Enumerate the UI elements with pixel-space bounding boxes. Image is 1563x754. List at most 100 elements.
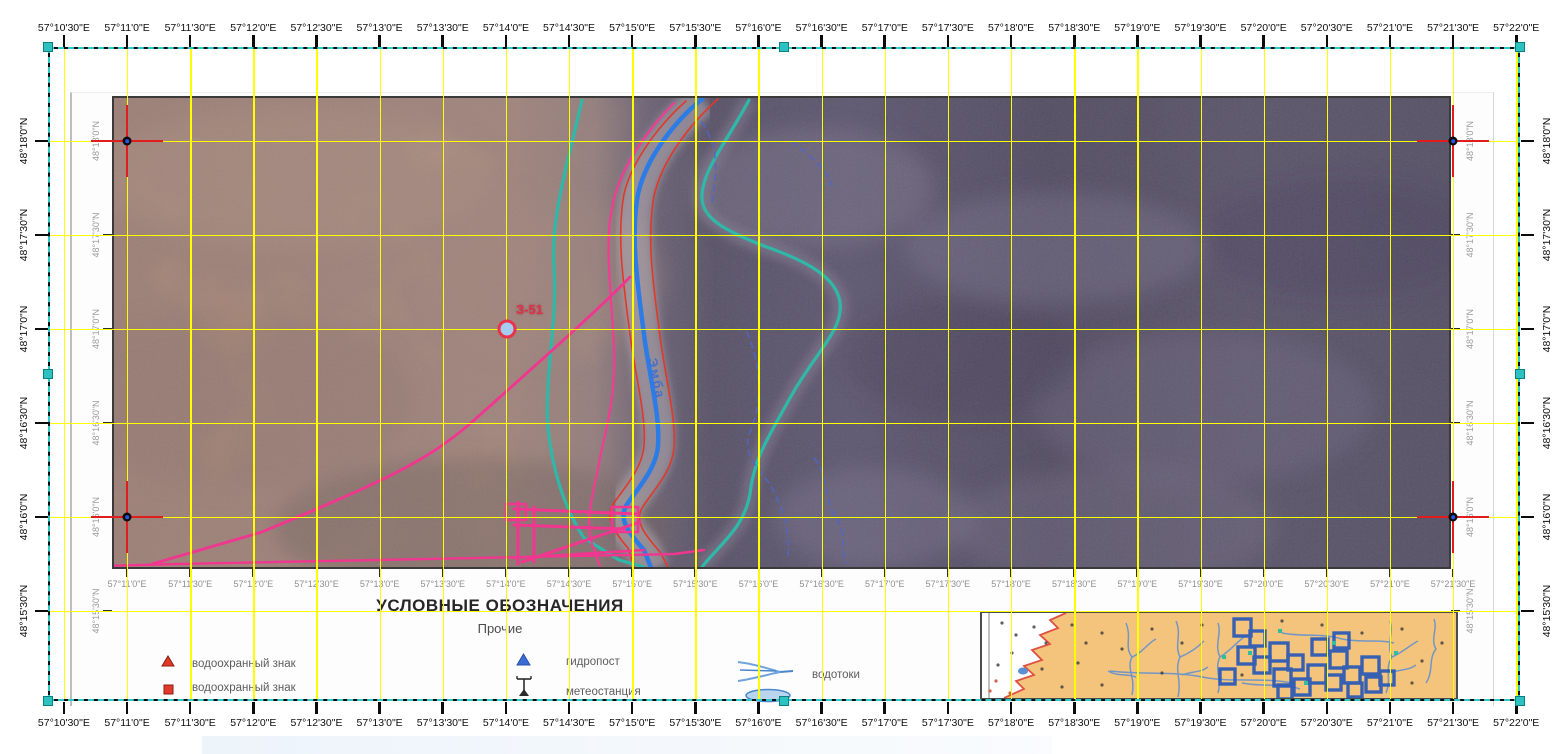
graticule-line-vertical [1137,47,1139,701]
top-longitude-label: 57°12'0"E [230,22,277,34]
bottom-longitude-label: 57°15'30"E [669,717,722,729]
bottom-tick [820,702,823,714]
left-tick [35,233,48,237]
top-tick [1514,35,1518,47]
top-longitude-label: 57°10'30"E [37,22,90,34]
legend-item-label: водотоки [812,669,860,681]
scan-left-tick [103,234,112,236]
right-latitude-label: 48°17'0"N [1541,305,1553,353]
left-tick [35,609,48,613]
bottom-longitude-label: 57°13'0"E [356,717,403,729]
left-latitude-label: 48°17'30"N [18,208,30,262]
right-tick [1521,421,1534,425]
bottom-longitude-label: 57°12'0"E [230,717,277,729]
bottom-longitude-label: 57°16'30"E [795,717,848,729]
crosshair-core-icon [1451,515,1455,519]
scan-bottom-tick [505,569,507,577]
scan-bottom-tick [252,569,255,577]
bottom-longitude-label: 57°17'30"E [921,717,974,729]
scan-tint [202,736,1052,754]
selection-handle[interactable] [1515,696,1525,706]
scan-bottom-tick [1325,569,1328,577]
graticule-line-horizontal [48,517,1520,519]
top-longitude-label: 57°13'0"E [356,22,403,34]
left-latitude-label: 48°16'0"N [18,493,30,541]
bottom-tick [125,702,129,714]
bottom-tick [1009,702,1013,714]
bottom-tick [1136,702,1139,714]
top-longitude-label: 57°15'0"E [609,22,656,34]
graticule-line-vertical [63,47,66,701]
graticule-line-vertical [127,47,129,701]
bottom-longitude-label: 57°14'0"E [482,717,529,729]
graticule-line-vertical [1074,47,1076,701]
right-tick [1521,233,1534,237]
selection-handle[interactable] [779,696,789,706]
left-tick [35,515,48,519]
bottom-tick [378,702,381,714]
graticule-line-vertical [947,47,950,701]
left-latitude-label: 48°17'0"N [18,305,30,353]
top-longitude-label: 57°12'30"E [290,22,343,34]
red-triangle-icon [161,654,175,672]
bottom-longitude-label: 57°14'30"E [543,717,596,729]
selection-handle[interactable] [1515,369,1525,379]
right-latitude-label: 48°17'30"N [1541,208,1553,262]
top-longitude-label: 57°13'30"E [416,22,469,34]
bottom-tick [62,702,66,714]
graticule-line-horizontal [48,611,1520,613]
top-tick [1136,35,1139,47]
top-longitude-label: 57°16'30"E [795,22,848,34]
graticule-line-horizontal [48,235,1520,237]
bottom-tick [1388,702,1392,714]
bottom-tick [883,702,887,714]
top-tick [946,35,950,47]
well-point-icon [497,319,517,339]
bottom-tick [252,702,255,714]
bottom-tick [630,702,634,714]
top-longitude-label: 57°20'30"E [1300,22,1353,34]
bottom-tick [1199,702,1202,714]
selection-handle[interactable] [1515,42,1525,52]
bottom-longitude-label: 57°18'0"E [987,717,1035,729]
bottom-tick [694,702,697,714]
scan-bottom-tick [1073,569,1076,577]
top-tick [820,35,823,47]
top-longitude-label: 57°15'30"E [669,22,722,34]
top-tick [1262,35,1265,47]
right-latitude-label: 48°16'0"N [1541,493,1553,541]
right-latitude-label: 48°15'30"N [1541,584,1553,638]
bottom-tick [441,702,445,714]
overview-inset-map [980,611,1458,701]
left-tick [35,421,48,425]
graticule-line-vertical [442,47,445,701]
selection-dashed-border [48,47,1520,701]
scan-bottom-tick [1389,569,1391,577]
bottom-tick [1451,702,1455,714]
graticule-line-vertical [569,47,571,701]
legend-item-label: водоохранный знак [192,658,296,670]
legend-title: УСЛОВНЫЕ ОБОЗНАЧЕНИЯ [376,596,624,615]
top-tick [188,35,192,47]
top-longitude-label: 57°14'0"E [482,22,529,34]
left-tick [35,139,48,143]
selection-handle[interactable] [43,42,53,52]
right-latitude-label: 48°18'0"N [1541,117,1553,165]
graticule-line-vertical [695,47,697,701]
scan-right-tick [1451,610,1460,612]
top-tick [62,35,66,47]
selection-handle[interactable] [779,42,789,52]
top-longitude-label: 57°22'0"E [1493,22,1540,34]
satellite-imagery[interactable]: Эмба [112,96,1451,569]
selection-handle[interactable] [43,369,53,379]
selection-handle[interactable] [43,696,53,706]
legend-item-label: водоохранный знак [192,682,296,694]
scan-bottom-tick [694,569,697,577]
bottom-longitude-label: 57°20'0"E [1240,717,1287,729]
graticule-line-vertical [632,47,634,701]
top-longitude-label: 57°14'30"E [543,22,596,34]
graticule-line-vertical [316,47,318,701]
bottom-longitude-label: 57°22'0"E [1493,717,1540,729]
bottom-longitude-label: 57°11'0"E [104,717,150,729]
top-tick [1325,35,1329,47]
